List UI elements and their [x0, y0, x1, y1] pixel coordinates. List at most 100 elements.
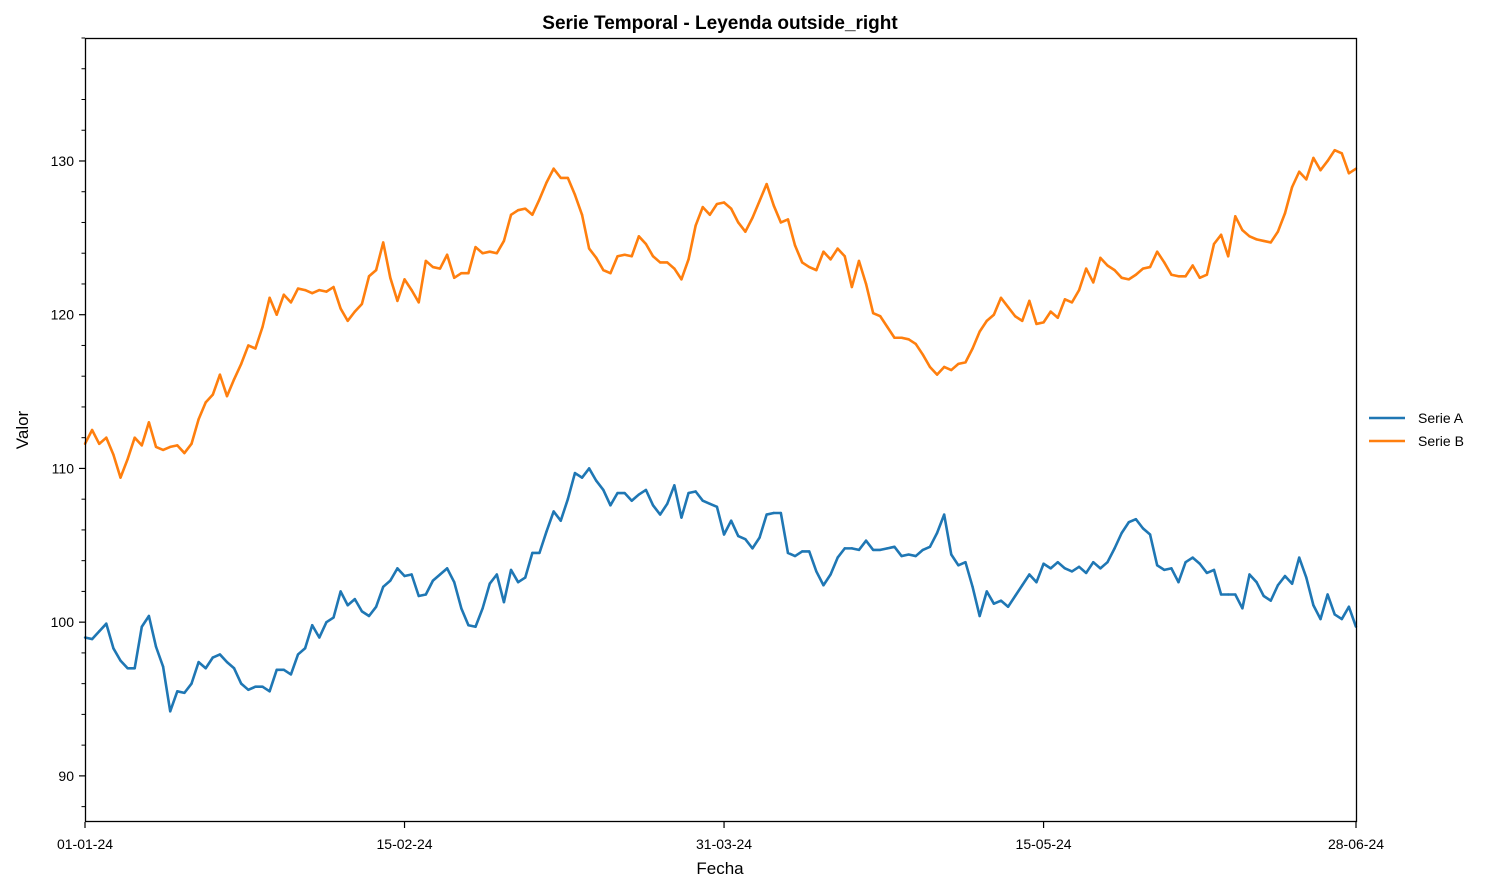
x-tick-label: 01-01-24 — [57, 836, 113, 852]
data-point — [964, 561, 967, 564]
data-point — [516, 208, 520, 212]
data-point — [502, 239, 506, 243]
data-point — [1042, 562, 1045, 565]
data-point — [1070, 570, 1074, 573]
data-point — [552, 167, 555, 170]
data-point — [197, 660, 200, 664]
data-point — [630, 255, 633, 258]
data-point — [1120, 276, 1123, 280]
data-point — [161, 448, 165, 452]
data-point — [1262, 594, 1265, 598]
data-point — [907, 338, 910, 341]
data-point — [1298, 556, 1301, 559]
data-point — [1021, 584, 1024, 587]
data-point — [708, 213, 712, 216]
data-point — [154, 445, 158, 449]
data-point — [424, 593, 428, 596]
data-point — [765, 182, 768, 186]
data-point — [346, 604, 349, 607]
data-point — [467, 272, 470, 275]
data-point — [829, 573, 832, 576]
data-point — [864, 282, 868, 286]
data-point — [900, 554, 903, 558]
data-point — [161, 665, 165, 668]
data-point — [808, 265, 811, 269]
data-point — [644, 488, 648, 492]
data-point — [438, 267, 442, 270]
data-point — [744, 230, 747, 233]
data-point — [211, 656, 215, 659]
data-point — [325, 620, 328, 624]
data-point — [1205, 273, 1209, 276]
data-point — [1212, 568, 1216, 572]
data-point — [1248, 235, 1251, 238]
data-point — [900, 336, 903, 339]
data-point — [1290, 185, 1294, 189]
data-point — [680, 516, 683, 519]
data-point — [1290, 582, 1294, 585]
data-point — [332, 285, 335, 289]
data-point — [1319, 617, 1322, 621]
data-point — [573, 471, 577, 475]
data-point — [389, 579, 392, 582]
data-point — [857, 548, 861, 552]
data-point — [715, 202, 719, 206]
data-point — [197, 418, 200, 421]
data-point — [658, 261, 662, 264]
data-point — [843, 547, 846, 550]
data-point — [367, 614, 371, 618]
data-point — [1141, 267, 1145, 270]
data-point — [850, 547, 854, 550]
data-point — [566, 497, 570, 501]
data-point — [410, 573, 413, 576]
data-point — [268, 690, 271, 693]
data-point — [445, 567, 449, 570]
data-point — [1212, 242, 1216, 246]
data-point — [623, 491, 626, 495]
data-point — [729, 519, 733, 522]
data-point — [1092, 281, 1095, 284]
data-point — [871, 311, 875, 315]
data-point — [644, 242, 648, 246]
data-point — [119, 659, 122, 662]
data-point — [1049, 310, 1052, 313]
data-point — [438, 573, 442, 576]
data-point — [559, 176, 562, 180]
data-point — [169, 445, 172, 449]
data-point — [1099, 567, 1102, 570]
data-point — [303, 647, 307, 650]
data-point — [318, 636, 321, 639]
data-point — [531, 213, 534, 216]
data-point — [1170, 273, 1173, 276]
data-point — [1084, 267, 1088, 270]
series-line — [84, 467, 1358, 713]
series-1 — [83, 467, 1358, 713]
data-point — [332, 616, 335, 619]
data-point — [417, 594, 420, 598]
x-axis-label: Fecha — [696, 859, 744, 878]
data-point — [758, 536, 761, 539]
data-point — [417, 301, 420, 304]
data-point — [374, 268, 378, 272]
data-point — [737, 221, 740, 224]
data-point — [1035, 322, 1038, 326]
data-point — [886, 547, 889, 550]
data-point — [98, 442, 101, 446]
data-point — [765, 513, 768, 516]
data-point — [1305, 576, 1308, 579]
data-point — [1077, 565, 1081, 569]
data-point — [502, 600, 506, 604]
plot-frame — [84, 37, 1358, 823]
data-point — [1021, 319, 1024, 323]
data-point — [1006, 305, 1010, 309]
data-point — [1148, 265, 1152, 269]
data-point — [815, 570, 818, 573]
data-point — [1155, 564, 1159, 567]
data-point — [609, 272, 612, 275]
data-point — [1028, 299, 1031, 303]
data-point — [623, 253, 626, 256]
data-point — [531, 551, 534, 555]
data-point — [1113, 268, 1116, 272]
data-point — [694, 490, 697, 493]
data-point — [218, 373, 222, 376]
